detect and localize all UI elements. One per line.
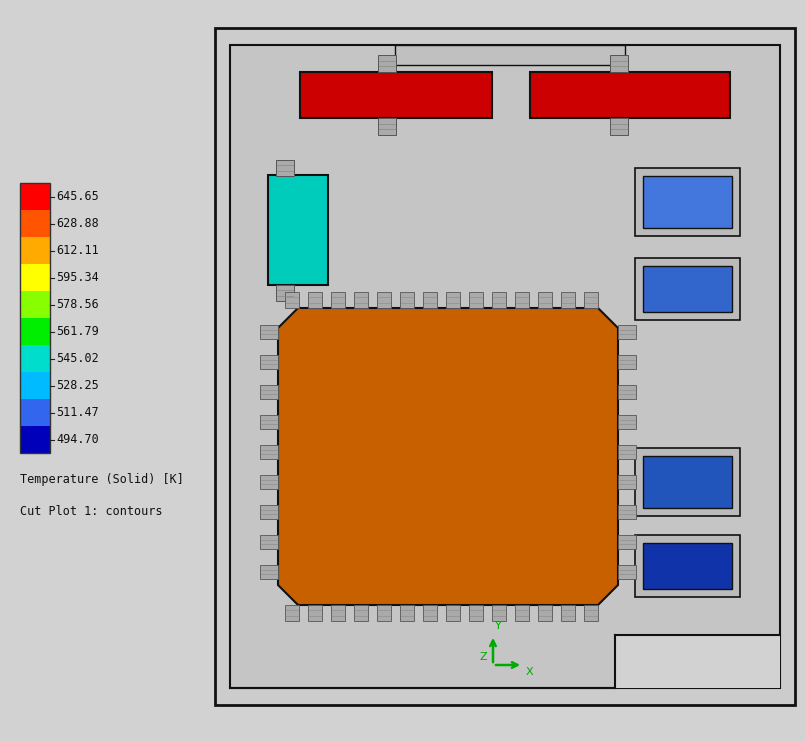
Bar <box>469 605 483 621</box>
Bar <box>260 535 278 549</box>
Bar <box>308 605 322 621</box>
Bar <box>276 160 294 176</box>
Bar <box>530 72 730 118</box>
Bar <box>423 292 437 308</box>
Bar <box>395 45 625 65</box>
Bar <box>610 55 628 72</box>
Text: X: X <box>526 667 534 677</box>
Bar <box>354 605 368 621</box>
Bar <box>378 118 396 135</box>
Bar <box>618 355 636 369</box>
Text: 628.88: 628.88 <box>56 217 99 230</box>
Bar <box>20 399 50 426</box>
Text: 528.25: 528.25 <box>56 379 99 392</box>
Bar <box>308 292 322 308</box>
Bar <box>618 565 636 579</box>
Bar <box>643 266 732 312</box>
Bar <box>20 183 50 210</box>
Bar <box>276 285 294 301</box>
Bar <box>618 475 636 489</box>
Bar <box>377 292 391 308</box>
Bar <box>538 605 552 621</box>
Bar <box>20 372 50 399</box>
Bar <box>584 605 598 621</box>
Bar <box>400 605 414 621</box>
Bar <box>300 72 492 118</box>
Bar <box>331 292 345 308</box>
Polygon shape <box>278 308 618 605</box>
Bar <box>215 28 795 705</box>
Bar <box>635 448 740 516</box>
Bar <box>643 176 732 228</box>
Bar <box>230 45 780 688</box>
Bar <box>20 345 50 372</box>
Bar <box>423 605 437 621</box>
Text: 612.11: 612.11 <box>56 244 99 257</box>
Text: 494.70: 494.70 <box>56 433 99 446</box>
Bar <box>400 292 414 308</box>
Bar <box>20 264 50 291</box>
Bar <box>285 292 299 308</box>
Text: 561.79: 561.79 <box>56 325 99 338</box>
Bar <box>20 210 50 237</box>
Bar <box>618 445 636 459</box>
Text: Temperature (Solid) [K]: Temperature (Solid) [K] <box>20 473 184 486</box>
Bar <box>331 605 345 621</box>
Bar <box>492 605 506 621</box>
Bar <box>618 415 636 429</box>
Bar <box>378 55 396 72</box>
Bar <box>260 475 278 489</box>
Bar <box>20 426 50 453</box>
Bar <box>515 605 529 621</box>
Bar <box>20 237 50 264</box>
Bar <box>354 292 368 308</box>
Bar <box>260 415 278 429</box>
Text: Z: Z <box>479 652 487 662</box>
Bar <box>618 505 636 519</box>
Bar <box>561 605 575 621</box>
Text: 545.02: 545.02 <box>56 352 99 365</box>
Bar <box>260 565 278 579</box>
Bar <box>618 325 636 339</box>
Bar <box>618 385 636 399</box>
Bar <box>260 385 278 399</box>
Bar <box>20 183 50 453</box>
Bar <box>260 355 278 369</box>
Bar <box>584 292 598 308</box>
Bar <box>20 291 50 318</box>
Bar <box>446 292 460 308</box>
Bar <box>635 168 740 236</box>
Bar <box>515 292 529 308</box>
Bar <box>643 456 732 508</box>
Bar <box>635 535 740 597</box>
Bar <box>469 292 483 308</box>
Bar <box>492 292 506 308</box>
Bar <box>615 635 780 688</box>
Bar <box>618 535 636 549</box>
Bar <box>643 543 732 589</box>
Text: 511.47: 511.47 <box>56 406 99 419</box>
Bar <box>20 318 50 345</box>
Text: 578.56: 578.56 <box>56 298 99 311</box>
Bar <box>260 325 278 339</box>
Bar <box>538 292 552 308</box>
Bar <box>446 605 460 621</box>
Bar <box>377 605 391 621</box>
Bar <box>268 175 328 285</box>
Bar <box>635 258 740 320</box>
Text: 645.65: 645.65 <box>56 190 99 203</box>
Text: 595.34: 595.34 <box>56 271 99 284</box>
Bar <box>285 605 299 621</box>
Text: Cut Plot 1: contours: Cut Plot 1: contours <box>20 505 163 518</box>
Bar <box>610 118 628 135</box>
Bar <box>561 292 575 308</box>
Bar <box>260 505 278 519</box>
Bar <box>260 445 278 459</box>
Text: Y: Y <box>495 621 502 631</box>
